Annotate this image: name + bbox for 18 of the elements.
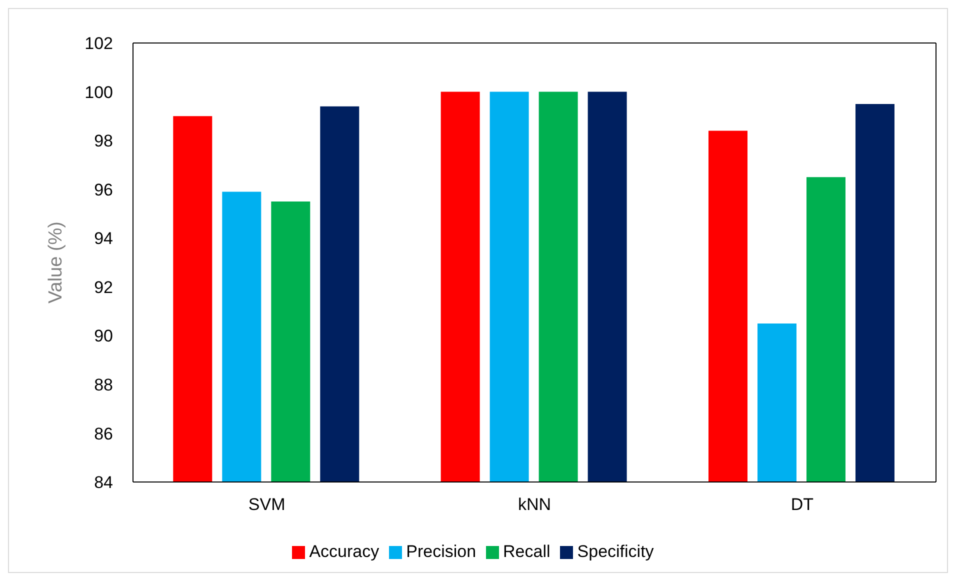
legend-label: Accuracy (309, 542, 380, 561)
x-tick-label: kNN (518, 495, 552, 514)
y-tick-label: 98 (94, 132, 113, 151)
y-tick-label: 88 (94, 375, 113, 394)
y-tick-label: 100 (84, 82, 113, 102)
y-tick-label: 96 (94, 180, 113, 200)
y-axis-title: Value (%) (46, 221, 67, 304)
legend-label: Recall (503, 542, 550, 561)
y-tick-label: 84 (94, 473, 113, 492)
legend-label: Specificity (577, 542, 654, 561)
y-tick-label: 94 (94, 229, 113, 248)
y-tick-label: 102 (84, 34, 113, 54)
y-tick-label: 90 (94, 326, 113, 346)
legend-label: Precision (406, 542, 476, 561)
y-tick-label: 86 (94, 424, 113, 444)
x-tick-label: SVM (248, 495, 286, 514)
y-tick-label: 92 (94, 278, 113, 297)
x-tick-label: DT (790, 495, 814, 514)
